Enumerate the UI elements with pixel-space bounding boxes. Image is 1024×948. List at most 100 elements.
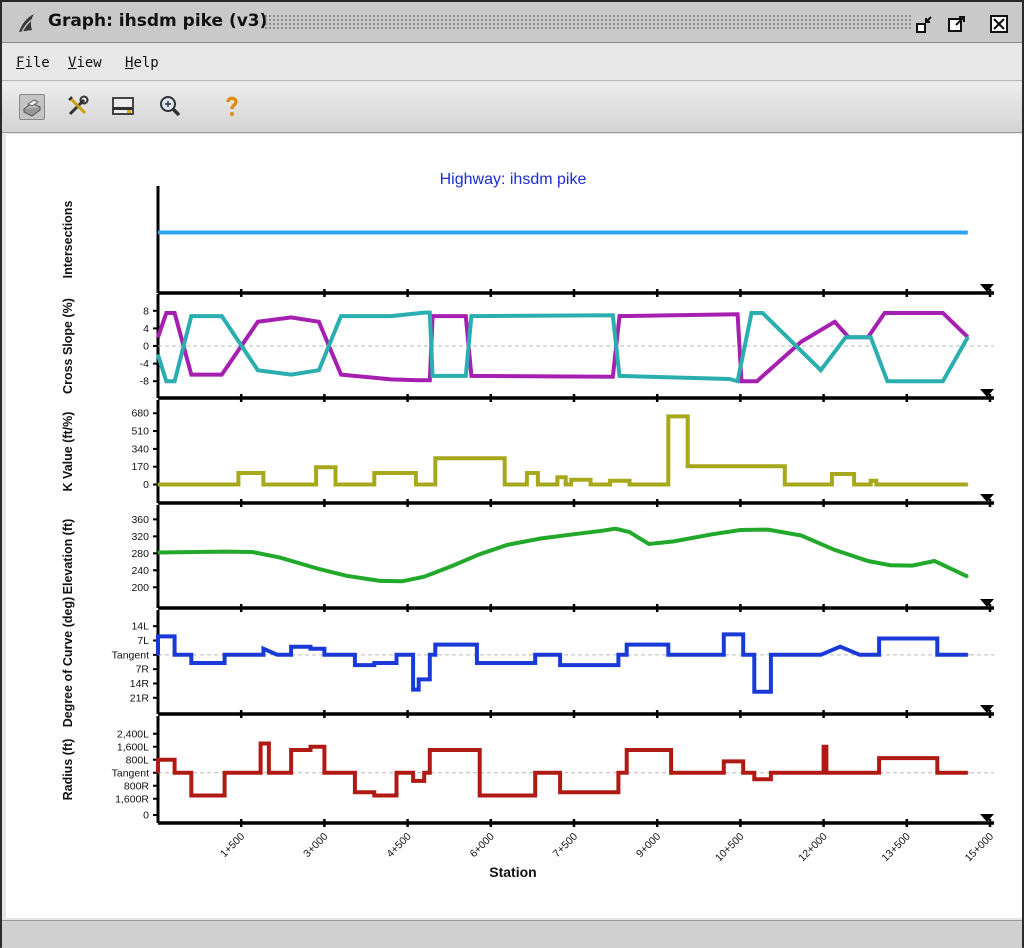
scroll-arrow-icon[interactable] xyxy=(980,284,994,292)
data-point xyxy=(534,654,536,656)
data-point xyxy=(617,771,620,774)
data-point xyxy=(822,745,825,748)
data-point xyxy=(428,379,431,382)
data-point xyxy=(315,466,317,469)
data-point xyxy=(428,771,431,774)
data-point xyxy=(309,749,312,751)
panel-intersections: Intersections xyxy=(61,186,994,297)
menu-file[interactable]: File xyxy=(16,55,50,71)
data-point xyxy=(556,476,559,478)
data-point xyxy=(559,654,561,656)
data-point xyxy=(609,483,611,486)
maximize-icon[interactable] xyxy=(947,14,967,34)
data-point xyxy=(290,645,292,648)
window-title: Graph: ihsdm pike (v3) xyxy=(48,11,268,31)
zoom-button[interactable] xyxy=(158,94,184,120)
minimize-icon[interactable] xyxy=(915,14,935,34)
data-point xyxy=(379,580,381,582)
data-point xyxy=(173,654,176,656)
data-point xyxy=(373,664,376,666)
data-point xyxy=(600,530,603,532)
y-tick-label: 14R xyxy=(130,678,150,690)
data-point xyxy=(537,483,539,486)
scroll-arrow-icon[interactable] xyxy=(980,705,994,713)
panel-k-value: 680 510 340 170 0 K Value (ft/%) xyxy=(61,400,994,507)
y-tick-label: 7L xyxy=(137,635,149,647)
menu-help[interactable]: Help xyxy=(125,55,159,71)
data-point xyxy=(667,415,670,418)
data-point xyxy=(395,794,398,797)
tools-button[interactable] xyxy=(66,94,92,120)
series-line-cross-slope-0 xyxy=(156,311,970,384)
scroll-arrow-icon[interactable] xyxy=(980,494,994,502)
data-point xyxy=(612,376,614,378)
data-point xyxy=(564,476,567,478)
data-point xyxy=(878,654,880,656)
data-point xyxy=(628,483,631,486)
series-line-elevation-0 xyxy=(157,526,969,584)
y-tick-label: Tangent xyxy=(112,649,149,661)
data-point xyxy=(157,635,159,638)
y-tick-label: 200 xyxy=(131,582,149,594)
data-point xyxy=(417,678,420,681)
y-tick-label: 320 xyxy=(131,531,149,543)
data-point xyxy=(618,375,621,377)
data-point xyxy=(853,473,855,475)
data-point xyxy=(223,794,226,797)
menu-view[interactable]: View xyxy=(68,55,102,71)
data-point xyxy=(625,771,628,774)
data-point xyxy=(423,771,426,774)
data-point xyxy=(373,662,376,664)
data-point xyxy=(434,483,437,486)
close-icon[interactable] xyxy=(989,14,1009,34)
data-point xyxy=(373,791,376,794)
y-tick-label: 800L xyxy=(126,754,150,766)
data-point xyxy=(942,380,944,382)
chart-canvas: Highway: ihsdm pike Intersections 8 4 0 -4 -8… xyxy=(6,134,1022,918)
data-point xyxy=(318,568,320,570)
data-point xyxy=(742,760,744,763)
series-line-degree-of-curve-0 xyxy=(156,632,968,694)
data-point xyxy=(625,654,628,656)
help-button[interactable] xyxy=(220,94,246,120)
scroll-arrow-icon[interactable] xyxy=(980,599,994,607)
app-icon xyxy=(19,14,34,33)
data-point xyxy=(173,312,176,314)
data-point xyxy=(257,654,259,656)
data-point xyxy=(434,643,437,646)
data-point xyxy=(878,637,880,640)
status-bar xyxy=(2,920,1022,948)
y-tick-label: 360 xyxy=(131,514,149,526)
data-point xyxy=(431,315,434,317)
data-point xyxy=(223,550,226,553)
data-point xyxy=(276,654,279,656)
save-button[interactable] xyxy=(111,94,137,120)
data-point xyxy=(220,315,223,317)
data-point xyxy=(800,534,803,537)
data-point xyxy=(728,378,731,380)
data-point xyxy=(537,472,539,474)
print-button[interactable] xyxy=(19,94,45,120)
data-point xyxy=(428,749,431,751)
data-point xyxy=(412,771,414,774)
scroll-arrow-icon[interactable] xyxy=(980,389,994,397)
data-point xyxy=(825,771,828,774)
data-point xyxy=(157,354,159,356)
data-point xyxy=(290,771,292,774)
data-point xyxy=(259,742,262,745)
data-point xyxy=(534,662,536,664)
data-point xyxy=(190,654,193,656)
data-point xyxy=(309,647,312,650)
data-point xyxy=(886,380,889,382)
scroll-arrow-icon[interactable] xyxy=(980,814,994,822)
data-point xyxy=(412,688,414,691)
highway-graph: Highway: ihsdm pike Intersections 8 4 0 -4 -8… xyxy=(61,171,996,880)
data-point xyxy=(223,654,226,656)
data-point xyxy=(262,647,265,650)
data-point xyxy=(478,553,481,555)
data-point xyxy=(967,336,969,338)
save-icon xyxy=(112,97,134,115)
title-bar[interactable]: Graph: ihsdm pike (v3) xyxy=(2,2,1022,43)
